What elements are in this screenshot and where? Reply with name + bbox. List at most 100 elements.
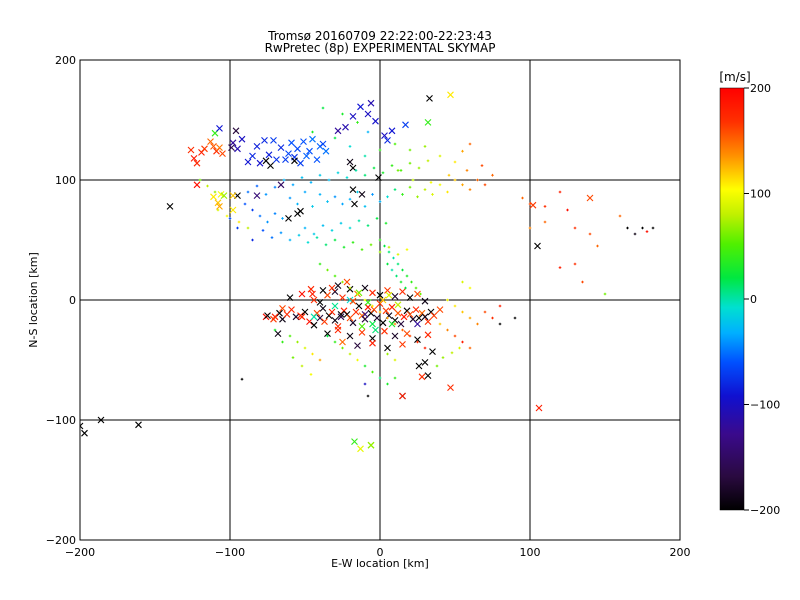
data-point-x: [216, 144, 223, 151]
data-point-x: [319, 287, 327, 294]
data-point-x: [349, 319, 357, 327]
data-point-x: [412, 306, 420, 313]
data-point-plus: [395, 274, 398, 278]
data-point-plus: [603, 292, 607, 296]
data-point-plus: [483, 183, 487, 187]
data-point-plus: [401, 193, 404, 196]
data-point-plus: [476, 322, 479, 326]
data-point-plus: [387, 245, 391, 249]
data-point-plus: [401, 328, 404, 332]
data-point-plus: [491, 173, 494, 177]
data-point-x: [406, 311, 414, 318]
data-point-x: [285, 215, 292, 222]
data-point-x: [214, 199, 222, 207]
data-point-plus: [258, 214, 262, 218]
data-point-plus: [390, 268, 394, 272]
data-point-plus: [330, 229, 334, 232]
data-point-x: [286, 294, 294, 301]
data-point-x: [376, 291, 384, 299]
data-point-plus: [476, 178, 479, 182]
data-point-x: [310, 296, 318, 304]
data-point-plus: [408, 148, 412, 152]
data-point-x: [426, 95, 433, 102]
y-axis-label: N-S location [km]: [27, 252, 40, 348]
data-point-plus: [435, 364, 439, 368]
data-point-x: [300, 138, 307, 145]
data-point-plus: [645, 230, 649, 233]
data-point-x: [352, 308, 360, 316]
data-point-plus: [281, 340, 284, 344]
data-point-x: [265, 151, 273, 159]
data-point-plus: [333, 195, 337, 199]
data-point-plus: [651, 226, 655, 230]
colorbar-label: [m/s]: [719, 70, 750, 84]
data-point-plus: [366, 394, 370, 398]
data-point-plus: [255, 184, 259, 188]
data-point-x: [216, 125, 223, 132]
data-point-x: [375, 174, 382, 181]
data-point-plus: [326, 334, 329, 338]
data-point-x: [406, 294, 414, 301]
data-point-plus: [416, 340, 419, 344]
data-point-x: [358, 191, 366, 198]
data-point-plus: [566, 208, 569, 212]
data-point-x: [369, 320, 376, 328]
data-point-plus: [378, 200, 382, 203]
data-point-x: [273, 156, 280, 163]
data-point-x: [270, 315, 277, 323]
data-point-x: [219, 150, 226, 157]
data-point-x: [402, 121, 409, 129]
data-point-plus: [348, 352, 352, 356]
data-point-plus: [342, 245, 346, 249]
y-ticks: −200 −100 0 100 200: [46, 54, 680, 547]
data-point-x: [216, 203, 223, 210]
data-point-plus: [363, 205, 367, 208]
data-point-plus: [318, 358, 322, 362]
data-point-plus: [311, 205, 314, 208]
data-point-x: [342, 123, 349, 131]
data-point-plus: [423, 188, 427, 191]
data-point-x: [228, 144, 235, 151]
data-point-plus: [405, 248, 409, 251]
data-point-plus: [366, 130, 370, 134]
data-point-plus: [453, 334, 457, 338]
data-point-x: [324, 330, 331, 337]
data-point-plus: [588, 232, 592, 236]
y-tick-label: 200: [55, 54, 76, 67]
data-point-plus: [321, 224, 325, 227]
data-point-x: [349, 297, 357, 305]
data-point-plus: [306, 241, 310, 244]
data-point-plus: [333, 238, 337, 242]
data-point-plus: [438, 183, 442, 187]
data-point-x: [343, 278, 351, 286]
data-point-x: [193, 159, 201, 167]
data-point-plus: [309, 181, 313, 184]
grid-lines: [80, 60, 680, 540]
data-point-x: [277, 181, 285, 189]
data-point-plus: [356, 190, 359, 194]
data-point-x: [267, 162, 274, 169]
data-point-plus: [266, 220, 269, 224]
data-point-x: [535, 404, 543, 412]
chart-subtitle: RwPretec (8p) EXPERIMENTAL SKYMAP: [265, 41, 496, 55]
data-point-x: [361, 284, 369, 292]
data-point-x: [364, 110, 372, 118]
data-point-x: [292, 313, 300, 321]
data-point-plus: [404, 286, 407, 290]
data-point-x: [244, 158, 252, 166]
data-point-x: [367, 99, 375, 107]
data-point-x: [379, 319, 387, 327]
data-point-plus: [243, 202, 247, 206]
data-point-x: [373, 314, 381, 322]
data-point-x: [381, 132, 388, 139]
data-point-x: [190, 155, 198, 162]
data-point-plus: [378, 238, 382, 242]
x-tick-label: −200: [65, 546, 95, 559]
data-point-x: [207, 138, 214, 145]
data-point-x: [372, 117, 379, 125]
data-point-x: [306, 147, 313, 155]
data-point-plus: [341, 346, 344, 350]
data-point-x: [307, 285, 315, 293]
data-point-x: [384, 344, 391, 352]
